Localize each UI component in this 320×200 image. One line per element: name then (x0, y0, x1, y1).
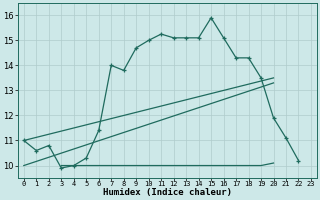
X-axis label: Humidex (Indice chaleur): Humidex (Indice chaleur) (103, 188, 232, 197)
